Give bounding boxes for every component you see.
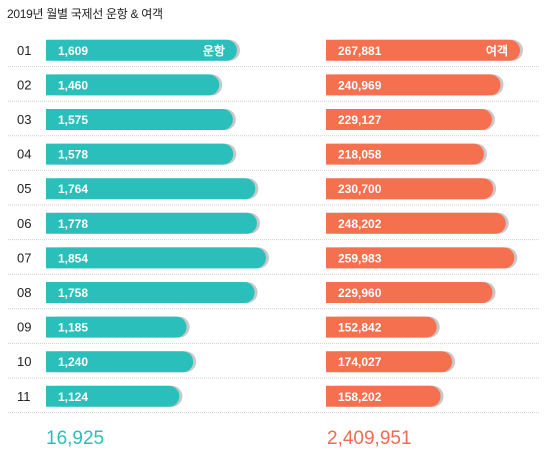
month-label: 04 bbox=[17, 147, 31, 162]
passengers-bar bbox=[326, 39, 520, 61]
flights-value-label: 1,609 bbox=[58, 44, 88, 58]
passengers-value-label: 248,202 bbox=[338, 217, 382, 231]
passengers-bar bbox=[326, 316, 437, 338]
flights-bar bbox=[46, 74, 220, 96]
flights-bar bbox=[46, 109, 233, 130]
flights-value-label: 1,185 bbox=[58, 321, 88, 335]
month-label: 09 bbox=[17, 320, 31, 335]
passengers-value-label: 229,127 bbox=[338, 113, 382, 127]
passengers-bar bbox=[326, 385, 441, 407]
flights-bar bbox=[46, 143, 234, 165]
flights-bar bbox=[46, 212, 257, 234]
passengers-value-label: 240,969 bbox=[338, 78, 382, 92]
flights-bar bbox=[46, 282, 255, 303]
passengers-value-label: 230,700 bbox=[338, 182, 382, 196]
total-flights: 16,925 bbox=[46, 428, 105, 449]
flights-bar bbox=[46, 39, 237, 61]
passengers-value-label: 267,881 bbox=[338, 44, 382, 58]
total-passengers: 2,409,951 bbox=[327, 428, 412, 449]
passengers-bar bbox=[326, 143, 484, 165]
flights-value-label: 1,758 bbox=[58, 286, 88, 300]
passengers-value-label: 152,842 bbox=[338, 321, 382, 335]
flights-bar bbox=[46, 351, 194, 373]
passengers-value-label: 158,202 bbox=[338, 390, 382, 404]
month-label: 11 bbox=[17, 389, 31, 404]
flights-value-label: 1,240 bbox=[58, 355, 88, 369]
passengers-bar bbox=[326, 109, 492, 130]
month-label: 02 bbox=[17, 77, 31, 92]
passengers-bar bbox=[326, 247, 515, 269]
month-label: 03 bbox=[17, 112, 31, 127]
flights-bar bbox=[46, 178, 256, 200]
flights-value-label: 1,124 bbox=[58, 390, 88, 404]
flights-bar bbox=[46, 385, 180, 407]
passengers-bar bbox=[326, 282, 493, 303]
flights-series-label: 운항 bbox=[203, 43, 225, 58]
passengers-value-label: 229,960 bbox=[338, 286, 382, 300]
passengers-value-label: 259,983 bbox=[338, 251, 382, 265]
month-label: 05 bbox=[17, 181, 31, 196]
flights-bar bbox=[46, 316, 187, 338]
flights-value-label: 1,764 bbox=[58, 182, 88, 196]
passengers-bar bbox=[326, 178, 494, 200]
passengers-bar bbox=[326, 74, 501, 96]
month-label: 08 bbox=[17, 285, 31, 300]
passengers-value-label: 218,058 bbox=[338, 148, 382, 162]
month-label: 06 bbox=[17, 216, 31, 231]
passengers-value-label: 174,027 bbox=[338, 355, 382, 369]
passengers-bar bbox=[326, 351, 453, 373]
flights-bar bbox=[46, 247, 266, 269]
month-label: 07 bbox=[17, 250, 31, 265]
month-label: 10 bbox=[17, 354, 31, 369]
chart-title: 2019년 월별 국제선 운항 & 여객 bbox=[7, 7, 163, 21]
flights-value-label: 1,575 bbox=[58, 113, 88, 127]
flights-value-label: 1,778 bbox=[58, 217, 88, 231]
flights-value-label: 1,578 bbox=[58, 148, 88, 162]
flights-value-label: 1,460 bbox=[58, 78, 88, 92]
passengers-bar bbox=[326, 212, 506, 234]
flights-value-label: 1,854 bbox=[58, 251, 88, 265]
passengers-series-label: 여객 bbox=[486, 43, 508, 58]
month-label: 01 bbox=[17, 43, 31, 58]
